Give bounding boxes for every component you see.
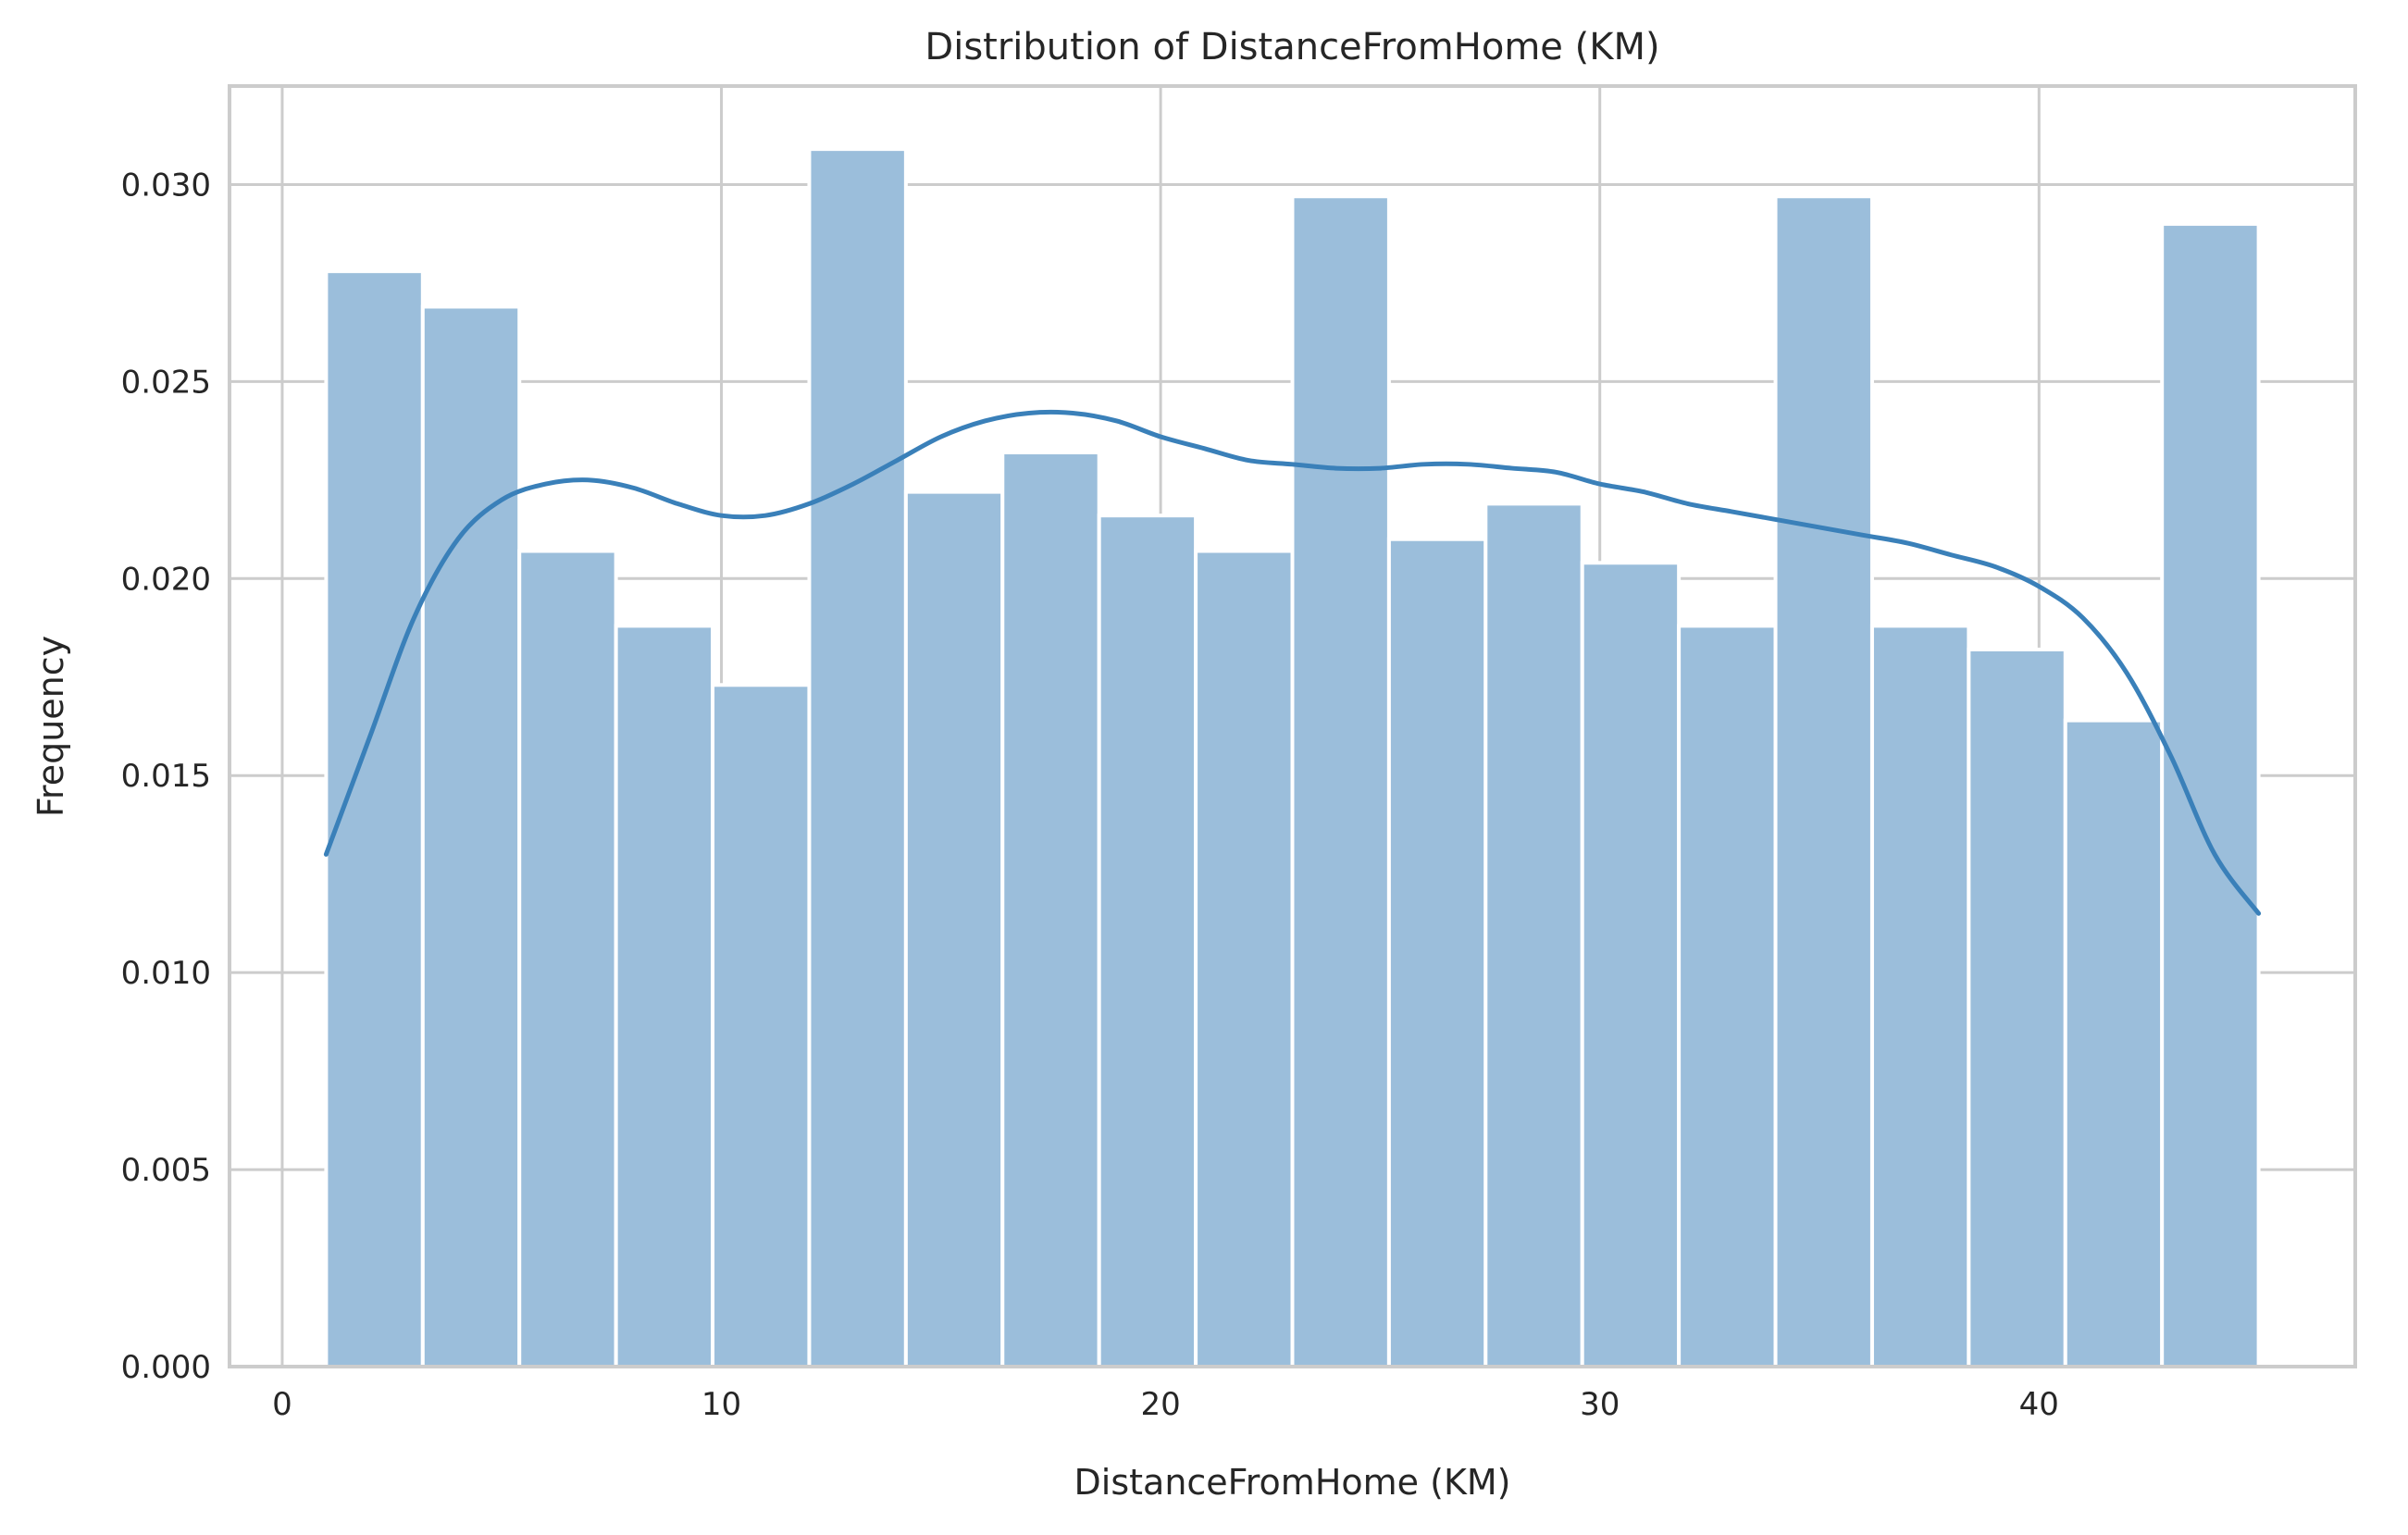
histogram-bar-1 [420,304,522,1368]
histogram-bar-7 [1000,451,1101,1368]
y-axis-label: Frequency [31,636,71,817]
x-tick-label-2: 20 [1140,1386,1180,1423]
x-tick-label-1: 10 [701,1386,741,1423]
y-tick-label-2: 0.010 [121,955,211,992]
histogram-bar-9 [1194,549,1295,1368]
y-tick-label-3: 0.015 [121,758,211,795]
histogram-bars [324,147,2261,1369]
histogram-bar-6 [903,489,1005,1368]
x-tick-label-4: 40 [2019,1386,2059,1423]
x-tick-labels: 0 10 20 30 40 [272,1386,2059,1423]
y-tick-label-0: 0.000 [121,1349,211,1386]
kde-curve [323,409,2262,916]
chart-title: Distribution of DistanceFromHome (KM) [925,26,1659,68]
y-tick-labels: 0.000 0.005 0.010 0.015 0.020 0.025 0.030 [121,167,211,1386]
x-tick-label-3: 30 [1580,1386,1620,1423]
histogram-bar-3 [614,624,715,1368]
histogram-bar-12 [1483,501,1584,1368]
histogram-bar-18 [2063,718,2165,1368]
kde-curve-layer [323,409,2262,916]
y-tick-label-6: 0.030 [121,167,211,204]
y-tick-label-4: 0.020 [121,561,211,598]
y-tick-label-5: 0.025 [121,364,211,401]
histogram-bar-11 [1386,537,1488,1368]
histogram-bar-8 [1097,514,1198,1368]
x-tick-label-0: 0 [272,1386,292,1423]
histogram-bar-14 [1677,624,1778,1368]
histogram-bar-13 [1580,561,1682,1368]
histogram-bar-5 [807,147,908,1369]
x-axis-label: DistanceFromHome (KM) [1074,1462,1511,1503]
histogram-bar-16 [1869,624,1971,1368]
histogram-bar-19 [2160,222,2261,1369]
histogram-bar-2 [517,549,618,1368]
histogram-bar-0 [324,269,425,1368]
histogram-bar-10 [1290,194,1391,1368]
histogram-bar-15 [1773,194,1874,1368]
histogram-bar-4 [711,683,812,1368]
y-tick-label-1: 0.005 [121,1152,211,1189]
histogram-bar-17 [1967,647,2067,1368]
plot-frame [228,84,2357,1368]
